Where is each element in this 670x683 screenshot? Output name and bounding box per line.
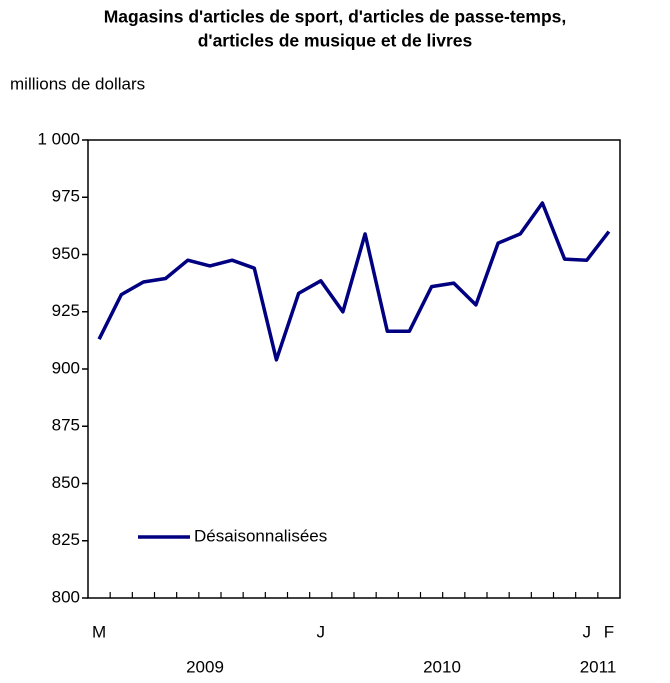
y-tick-label: 800 [52, 587, 80, 606]
y-tick-label: 1 000 [37, 129, 80, 148]
y-tick-label: 900 [52, 358, 80, 377]
legend-label: Désaisonnalisées [194, 526, 327, 545]
y-tick-label: 850 [52, 473, 80, 492]
y-tick-label: 925 [52, 301, 80, 320]
y-axis-label: millions de dollars [10, 74, 145, 93]
y-tick-label: 950 [52, 244, 80, 263]
year-label: 2010 [423, 657, 461, 676]
y-tick-label: 975 [52, 187, 80, 206]
x-tick-label: F [604, 622, 614, 641]
year-label: 2009 [186, 657, 224, 676]
x-tick-label: J [317, 622, 326, 641]
data-line [97, 201, 611, 362]
y-tick-label: 875 [52, 416, 80, 435]
chart-title: Magasins d'articles de sport, d'articles… [104, 7, 567, 27]
x-tick-label: M [92, 622, 106, 641]
year-label: 2011 [580, 657, 617, 676]
x-tick-label: J [583, 622, 592, 641]
y-tick-label: 825 [52, 530, 80, 549]
chart-title: d'articles de musique et de livres [198, 31, 473, 51]
